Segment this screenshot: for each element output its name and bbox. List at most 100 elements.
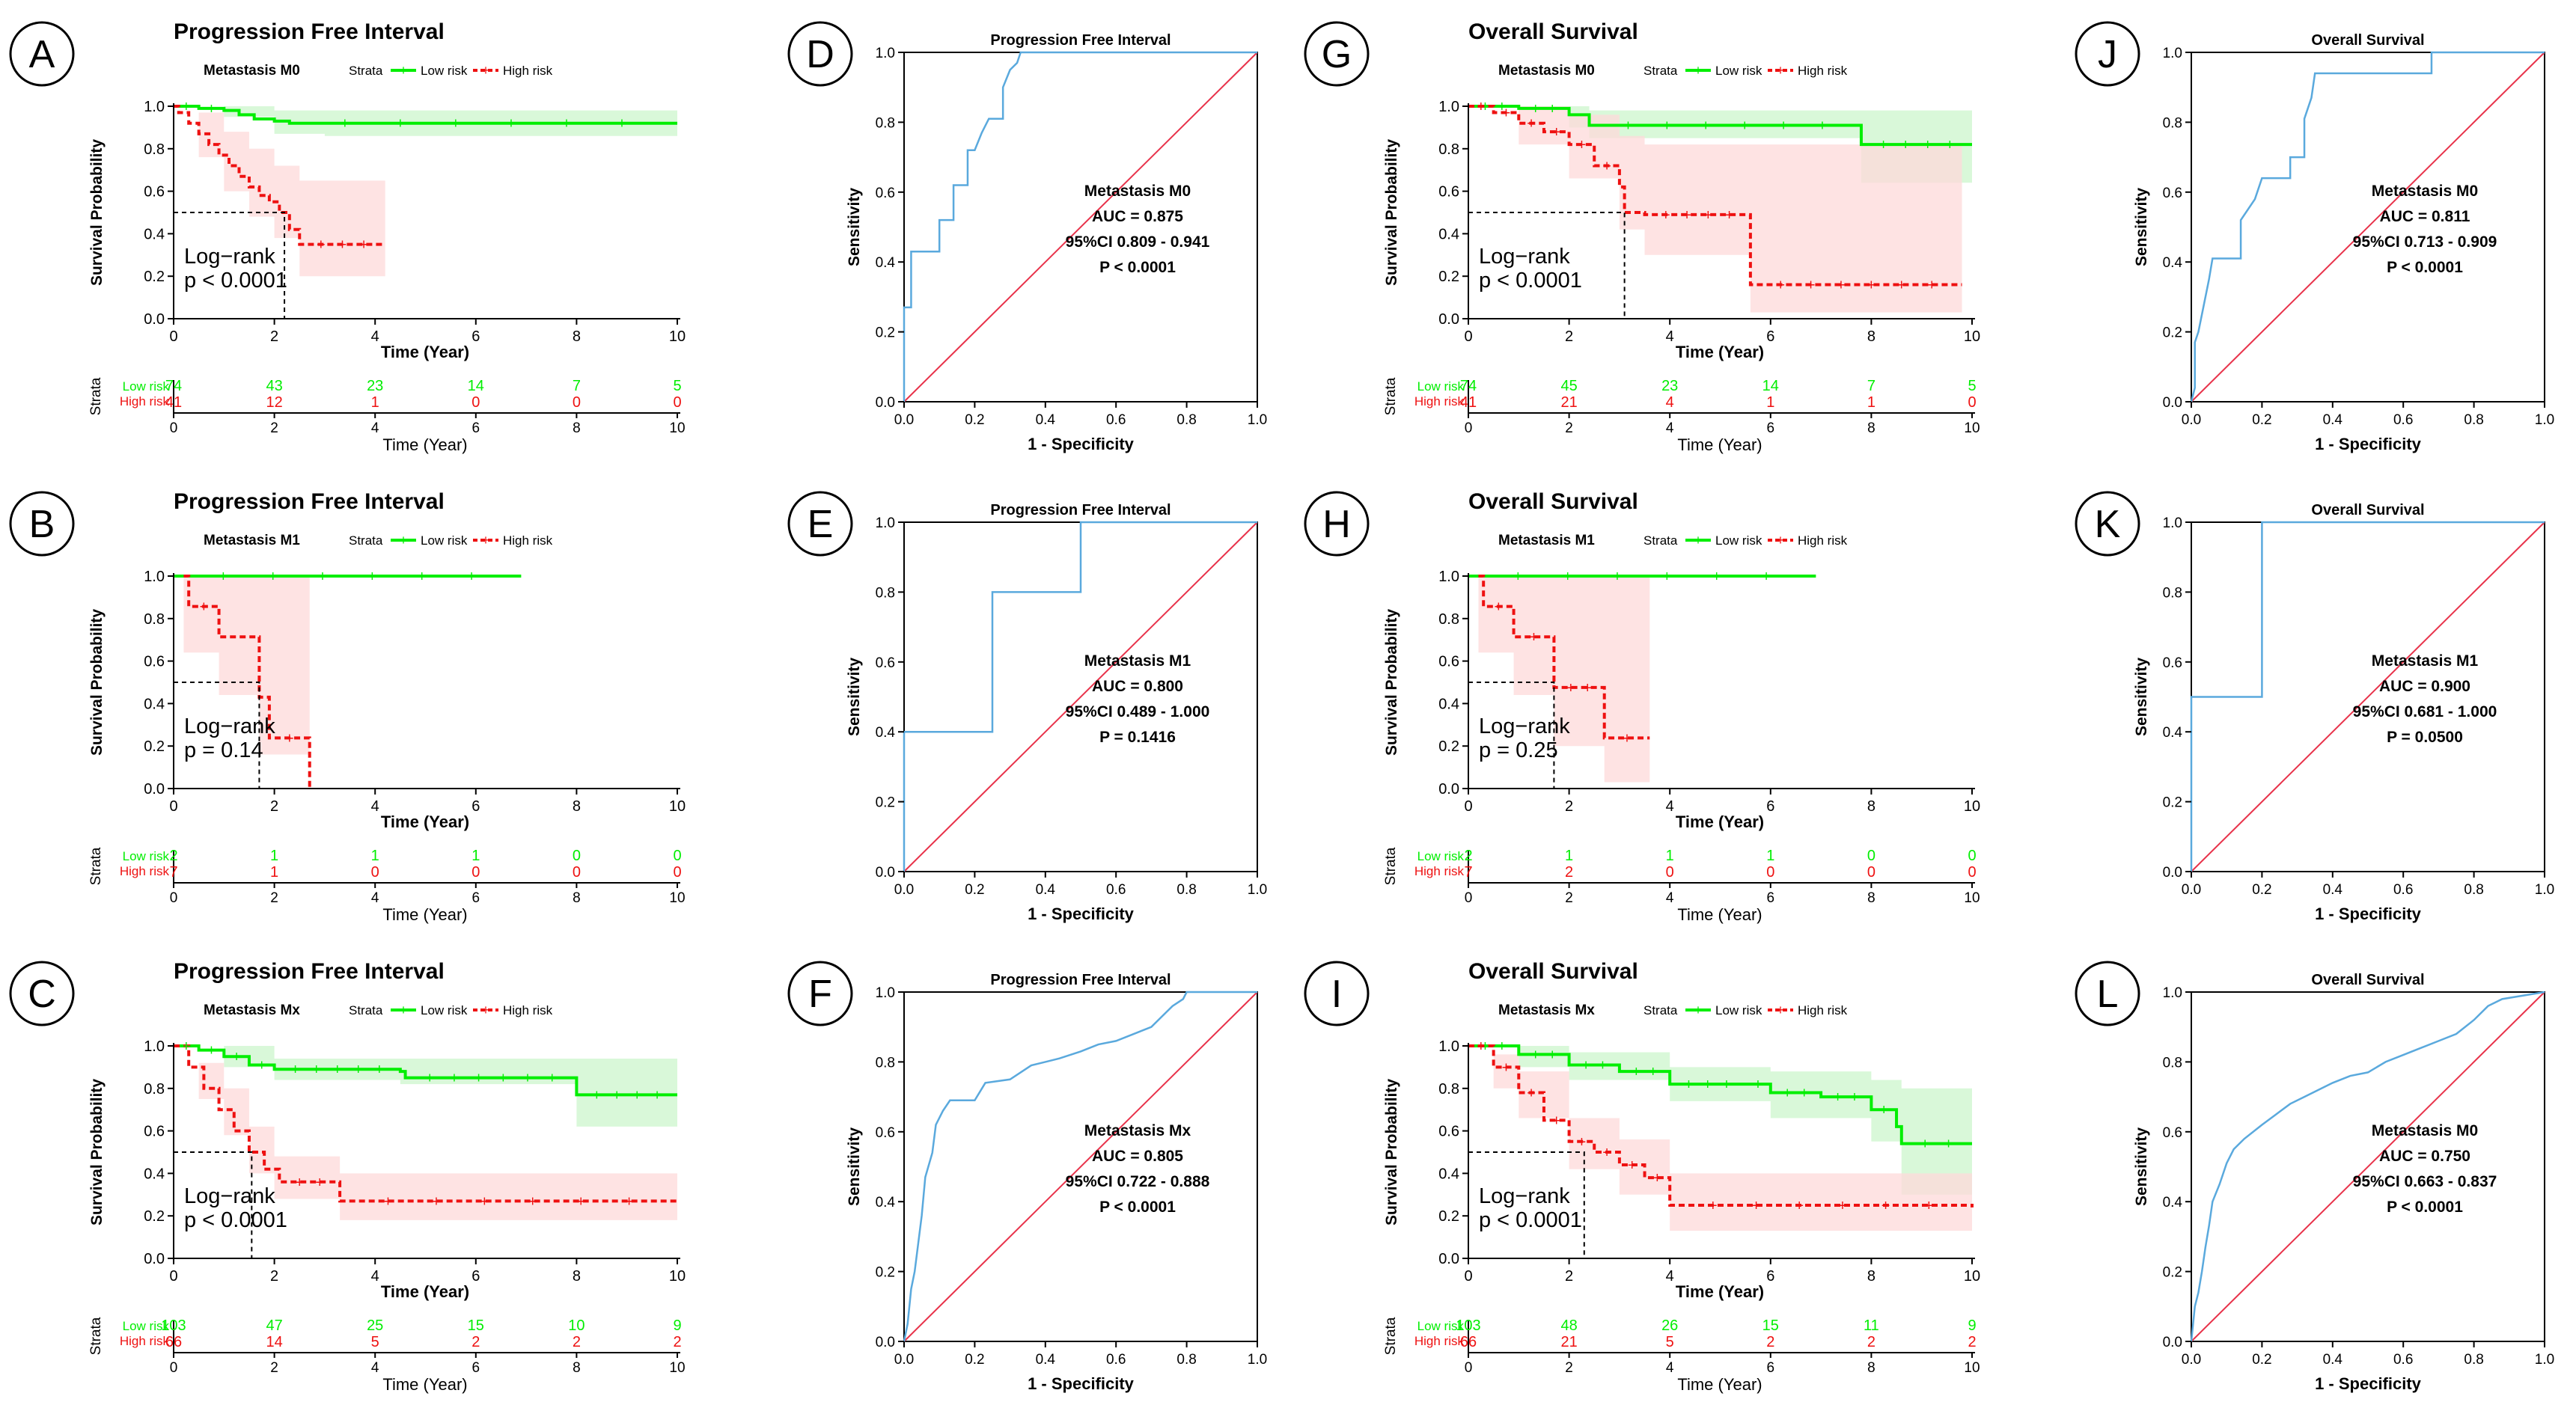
panel-letter: E (808, 503, 834, 546)
roc-annotation: Metastasis M0 (2372, 1122, 2478, 1139)
high-risk-censor-mark: + (200, 599, 209, 616)
high-risk-ci-band (174, 1046, 677, 1220)
median-reference-line (174, 212, 286, 319)
x-axis-label: 1 - Specificity (2315, 1374, 2422, 1393)
low-risk-censor-mark: + (1701, 118, 1710, 135)
low-risk-censor-mark: + (291, 1062, 300, 1078)
risk-x-tick-label: 10 (1964, 420, 1980, 436)
low-risk-censor-mark: + (1834, 1089, 1843, 1106)
x-axis-label: Time (Year) (1676, 343, 1764, 361)
risk-count-high: 4 (1666, 394, 1674, 411)
y-tick-label: 0.2 (876, 1265, 895, 1281)
risk-table-high-label: High risk (1414, 1334, 1465, 1348)
y-tick-label: 0.4 (144, 1166, 165, 1182)
y-tick-label: 1.0 (2163, 46, 2182, 61)
risk-x-tick-label: 0 (1465, 1360, 1473, 1376)
legend-low-label: Low risk (1715, 533, 1762, 548)
roc-panel-F: F Progression Free Interval 0.0 0.0 0.2 0.2 0.… (787, 961, 1267, 1393)
y-tick-label: 0.4 (1438, 696, 1459, 712)
low-risk-censor-mark: + (182, 1038, 191, 1055)
x-tick-label: 0.6 (2393, 1352, 2413, 1368)
x-tick-label: 2 (270, 798, 278, 815)
x-tick-label: 10 (669, 1268, 686, 1285)
risk-count-high: 14 (266, 1334, 282, 1350)
y-tick-label: 0.2 (1438, 1208, 1459, 1225)
high-risk-censor-mark: + (1725, 207, 1734, 224)
high-risk-censor-mark: + (1566, 680, 1575, 697)
x-tick-label: 8 (573, 328, 581, 345)
high-risk-censor-mark: + (1552, 124, 1561, 141)
low-risk-censor-mark: + (1481, 99, 1490, 115)
x-tick-label: 2 (1565, 328, 1573, 345)
legend-high-label: High risk (503, 1003, 553, 1017)
low-risk-censor-mark: + (1685, 1077, 1694, 1093)
risk-count-low: 103 (1456, 1317, 1480, 1334)
high-risk-censor-mark: + (295, 1175, 304, 1191)
risk-table-strata-label: Strata (88, 1317, 104, 1355)
roc-annotation: Metastasis Mx (1084, 1122, 1191, 1139)
x-axis-label: 1 - Specificity (1028, 905, 1135, 923)
high-risk-censor-mark: + (1530, 629, 1539, 646)
roc-curve (2190, 991, 2545, 1342)
km-panel-B: B Progression Free Interval Metastasis M1 S… (9, 489, 686, 924)
y-tick-label: 0.8 (1438, 141, 1459, 158)
risk-count-low: 0 (1867, 848, 1875, 864)
legend-high-marker: + (482, 1003, 490, 1017)
risk-count-high: 5 (1666, 1334, 1674, 1350)
low-risk-censor-mark: + (1548, 1047, 1557, 1063)
x-tick-label: 0.4 (1036, 412, 1056, 428)
high-risk-censor-mark: + (1477, 1038, 1486, 1055)
risk-x-tick-label: 8 (573, 890, 581, 906)
risk-count-high: 21 (1560, 394, 1577, 411)
risk-count-high: 2 (471, 1334, 480, 1350)
logrank-label: Log−rank (1479, 714, 1570, 738)
high-risk-curve (1468, 105, 1962, 287)
risk-count-high: 0 (1867, 864, 1875, 881)
logrank-pvalue: p = 0.25 (1479, 738, 1558, 762)
x-tick-label: 0.0 (2182, 412, 2201, 428)
panel-letter-circle (787, 491, 853, 557)
risk-count-low: 1 (270, 848, 278, 864)
y-tick-label: 0.6 (144, 1124, 165, 1140)
risk-count-high: 7 (169, 864, 177, 881)
legend-high-marker: + (482, 533, 490, 548)
y-tick-label: 0.8 (1438, 611, 1459, 628)
x-tick-label: 0.2 (965, 412, 984, 428)
risk-x-tick-label: 10 (669, 1360, 685, 1376)
low-risk-censor-mark: + (1800, 1085, 1809, 1101)
y-tick-label: 0.0 (876, 395, 895, 411)
low-risk-censor-mark: + (1663, 569, 1672, 585)
risk-count-low: 23 (1661, 378, 1678, 394)
low-risk-ci-band (174, 106, 677, 136)
risk-table-strata-label: Strata (1383, 847, 1399, 885)
risk-x-tick-label: 0 (1465, 420, 1473, 436)
roc-title: Progression Free Interval (990, 502, 1171, 518)
risk-count-high: 66 (165, 1334, 182, 1350)
high-risk-censor-mark: + (1527, 116, 1536, 132)
x-tick-label: 0.8 (2464, 1352, 2483, 1368)
risk-x-tick-label: 4 (1666, 420, 1674, 436)
logrank-pvalue: p < 0.0001 (184, 1208, 287, 1232)
risk-count-low: 103 (161, 1317, 186, 1334)
x-tick-label: 4 (371, 798, 379, 815)
y-tick-label: 0.2 (1438, 269, 1459, 285)
risk-x-tick-label: 6 (1767, 420, 1775, 436)
panel-letter-circle (9, 491, 75, 557)
y-tick-label: 0.2 (144, 738, 165, 755)
low-risk-censor-mark: + (1649, 1064, 1658, 1080)
high-risk-ci-band (174, 106, 385, 277)
legend-strata-label: Strata (349, 64, 383, 78)
x-tick-label: 0 (169, 328, 177, 345)
risk-count-low: 74 (1460, 378, 1477, 394)
high-risk-curve (1468, 1044, 1974, 1207)
y-tick-label: 0.6 (144, 654, 165, 670)
x-tick-label: 6 (1766, 798, 1774, 815)
risk-x-tick-label: 0 (1465, 890, 1473, 906)
low-risk-censor-mark: + (1901, 137, 1910, 153)
low-risk-censor-mark: + (1879, 1102, 1888, 1118)
y-tick-label: 0.0 (144, 1251, 165, 1267)
low-risk-curve (174, 105, 677, 125)
low-risk-ci-band (1468, 1046, 1972, 1195)
roc-curve (2190, 521, 2545, 872)
y-tick-label: 0.2 (876, 325, 895, 341)
